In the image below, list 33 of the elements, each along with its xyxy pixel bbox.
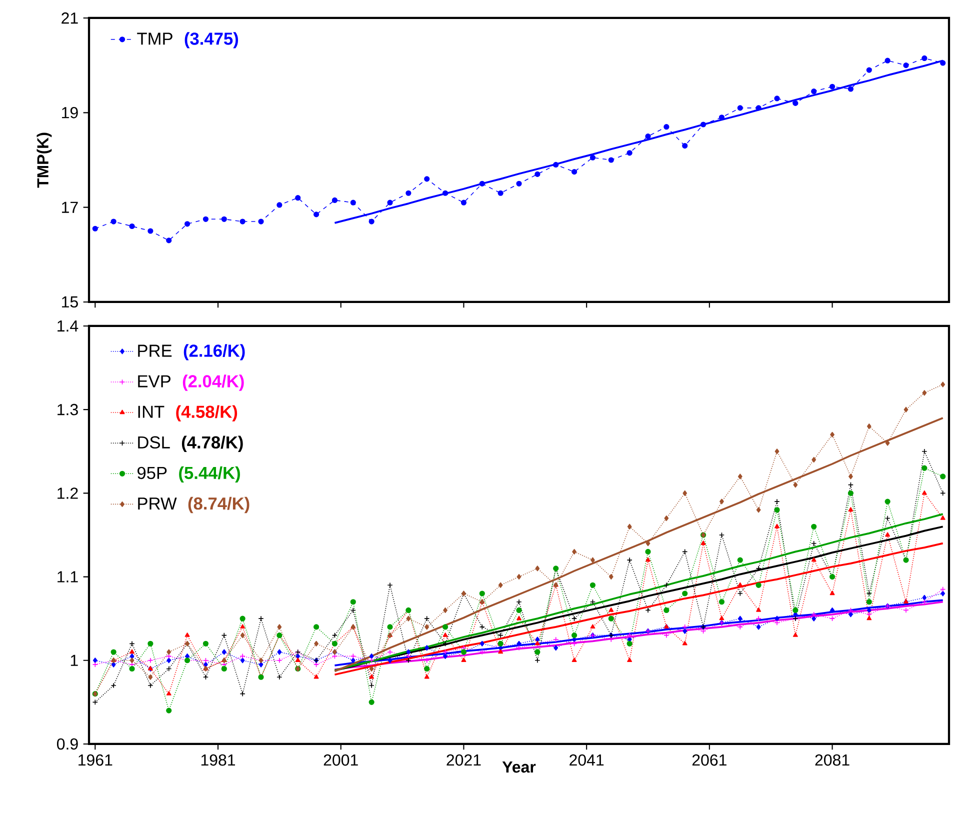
legend-label: PRW [138, 498, 177, 510]
annotation: (4.58/K) [176, 405, 238, 422]
x-tick-label: 2061 [692, 754, 726, 766]
y-tick-label: 1 [70, 654, 78, 666]
annotation: (2.16/K) [184, 344, 245, 360]
x-tick-label: 1981 [201, 754, 236, 766]
x-tick-label: 2041 [570, 754, 604, 766]
x-tick-label: 2001 [324, 754, 358, 766]
legend-label: PRE [138, 344, 172, 357]
legend-label: DSL [138, 436, 170, 449]
y-tick-label: 19 [62, 107, 78, 118]
annotation: (8.74/K) [188, 496, 250, 514]
x-tick-label: 1961 [78, 754, 112, 766]
y-tick-label: 1.2 [58, 488, 78, 499]
y-tick-label: 21 [62, 12, 78, 24]
y-tick-label: 17 [62, 202, 78, 213]
y-tick-label: 1.3 [58, 404, 78, 416]
y-tick-label: 1.1 [58, 571, 78, 582]
legend-label: TMP [137, 32, 172, 45]
x-axis-title: Year [502, 762, 536, 773]
y-axis-title: TMP(K) [36, 132, 52, 188]
legend-label: 95P [138, 466, 167, 480]
legend-label: INT [138, 406, 164, 418]
y-tick-label: 1.4 [58, 320, 78, 332]
x-tick-label: 2081 [815, 754, 850, 766]
x-tick-label: 2021 [446, 754, 481, 766]
annotation: (3.475) [184, 32, 238, 48]
y-tick-label: 15 [62, 296, 78, 308]
y-tick-label: 0.9 [56, 738, 78, 750]
annotation: (2.04/K) [182, 374, 244, 391]
annotation: (4.78/K) [182, 436, 243, 452]
annotation: (5.44/K) [179, 466, 240, 483]
legend-label: EVP [138, 375, 170, 388]
